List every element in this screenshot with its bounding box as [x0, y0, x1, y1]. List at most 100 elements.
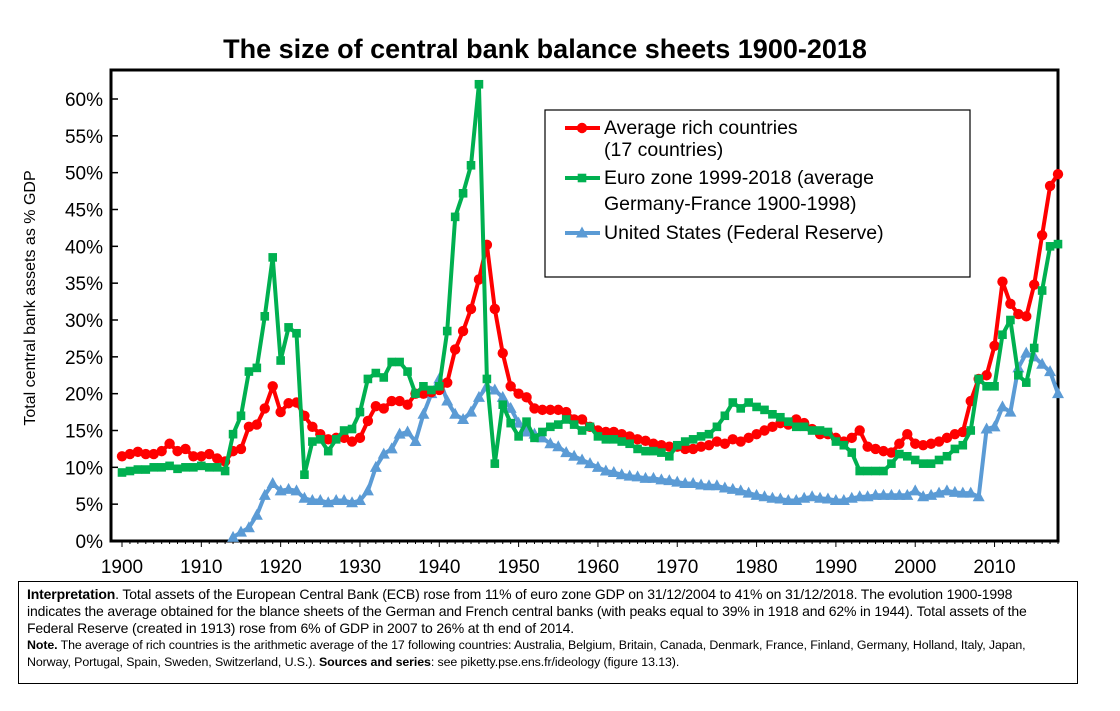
data-point: [1029, 343, 1039, 353]
data-point: [839, 440, 849, 450]
data-point: [457, 325, 469, 337]
data-point: [276, 356, 285, 365]
y-tick-label: 15%: [65, 422, 103, 443]
data-point: [752, 402, 761, 412]
legend-marker: [576, 226, 588, 238]
data-point: [718, 481, 731, 493]
x-tick-label: 1920: [260, 557, 302, 578]
data-point: [918, 459, 928, 468]
data-point: [1021, 311, 1032, 322]
data-point: [585, 422, 595, 432]
data-point: [220, 466, 230, 476]
data-point: [1005, 298, 1016, 309]
series-united-states: [227, 346, 1064, 542]
data-point: [727, 434, 738, 445]
data-point: [165, 461, 174, 471]
data-point: [282, 482, 295, 494]
data-point: [750, 488, 763, 500]
data-point: [671, 475, 684, 487]
data-point: [513, 388, 524, 399]
data-point: [465, 303, 477, 315]
data-point: [998, 330, 1007, 340]
data-point: [1044, 180, 1056, 192]
data-point: [228, 429, 238, 439]
data-point: [370, 400, 382, 412]
data-point: [497, 347, 508, 359]
data-point: [474, 79, 484, 89]
data-point: [314, 493, 327, 505]
data-point: [887, 459, 896, 468]
data-point: [617, 437, 627, 446]
data-point: [895, 449, 904, 459]
data-point: [386, 395, 397, 407]
data-point: [472, 390, 485, 402]
data-point: [696, 432, 706, 441]
data-point: [847, 448, 857, 457]
y-tick-label: 10%: [65, 458, 103, 479]
data-point: [530, 433, 539, 443]
legend-marker: [577, 173, 587, 183]
data-point: [212, 463, 222, 472]
data-point: [498, 400, 508, 410]
data-point: [385, 442, 398, 454]
data-point: [561, 415, 571, 424]
data-point: [124, 448, 136, 460]
data-point: [545, 404, 556, 416]
data-point: [591, 460, 604, 472]
data-point: [521, 392, 532, 403]
data-point: [854, 425, 865, 436]
data-point: [1006, 315, 1015, 325]
data-point: [117, 468, 127, 477]
data-point: [395, 357, 404, 367]
data-point: [734, 484, 747, 496]
x-tick-label: 1990: [815, 557, 857, 578]
data-point: [157, 463, 166, 472]
data-point: [862, 441, 873, 452]
data-point: [346, 436, 358, 447]
data-point: [339, 426, 349, 435]
data-point: [821, 492, 834, 504]
data-point: [934, 455, 944, 465]
data-point: [417, 407, 430, 419]
data-point: [829, 493, 842, 505]
data-point: [1044, 365, 1057, 377]
x-tick-label: 1960: [577, 557, 619, 578]
data-point: [679, 477, 692, 489]
data-point: [616, 428, 627, 440]
y-tick-label: 0%: [76, 532, 104, 553]
axes: 0% 5% 10% 15% 20% 25% 30% 35% 40% 45% 50% 55% 60% 190…: [65, 90, 1059, 578]
data-point: [552, 440, 565, 452]
data-point: [197, 461, 206, 471]
data-point: [568, 449, 581, 461]
data-point: [323, 434, 334, 445]
data-point: [378, 403, 389, 414]
data-point: [520, 425, 533, 437]
data-point: [244, 367, 254, 376]
data-point: [235, 443, 247, 455]
y-tick-label: 35%: [65, 274, 103, 295]
data-point: [180, 443, 191, 455]
data-point: [956, 486, 969, 498]
data-point: [728, 398, 738, 407]
data-point: [879, 466, 888, 476]
data-point: [679, 443, 691, 455]
y-tick-label: 45%: [65, 201, 103, 222]
data-point: [688, 435, 698, 444]
data-point: [361, 484, 374, 496]
data-point: [774, 492, 787, 504]
data-point: [553, 420, 563, 429]
data-point: [172, 445, 183, 457]
data-point: [442, 377, 453, 388]
data-point: [496, 390, 509, 402]
data-point: [996, 400, 1009, 412]
data-point: [250, 508, 263, 520]
data-point: [482, 374, 492, 384]
data-point: [243, 421, 255, 433]
data-point: [379, 373, 389, 382]
data-point: [419, 382, 428, 391]
data-point: [949, 428, 961, 440]
note-text: The average of rich countries is the ari…: [27, 638, 1026, 669]
data-point: [490, 459, 500, 468]
data-point: [726, 482, 739, 494]
data-point: [140, 448, 151, 460]
